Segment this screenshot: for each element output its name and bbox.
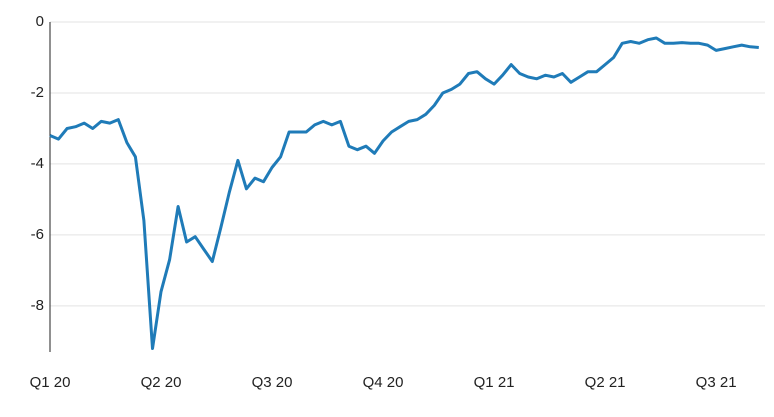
y-tick-label: -4 — [31, 155, 44, 172]
x-tick-label: Q3 20 — [252, 374, 293, 391]
x-tick-label: Q3 21 — [696, 374, 737, 391]
y-tick-label: 0 — [36, 13, 44, 30]
x-tick-label: Q1 21 — [474, 374, 515, 391]
x-tick-label: Q1 20 — [30, 374, 71, 391]
x-tick-label: Q2 20 — [141, 374, 182, 391]
y-tick-label: -6 — [31, 226, 44, 243]
x-tick-label: Q4 20 — [363, 374, 404, 391]
x-tick-label: Q2 21 — [585, 374, 626, 391]
y-tick-label: -8 — [31, 297, 44, 314]
data-line — [49, 36, 759, 350]
y-tick-label: -2 — [31, 84, 44, 101]
